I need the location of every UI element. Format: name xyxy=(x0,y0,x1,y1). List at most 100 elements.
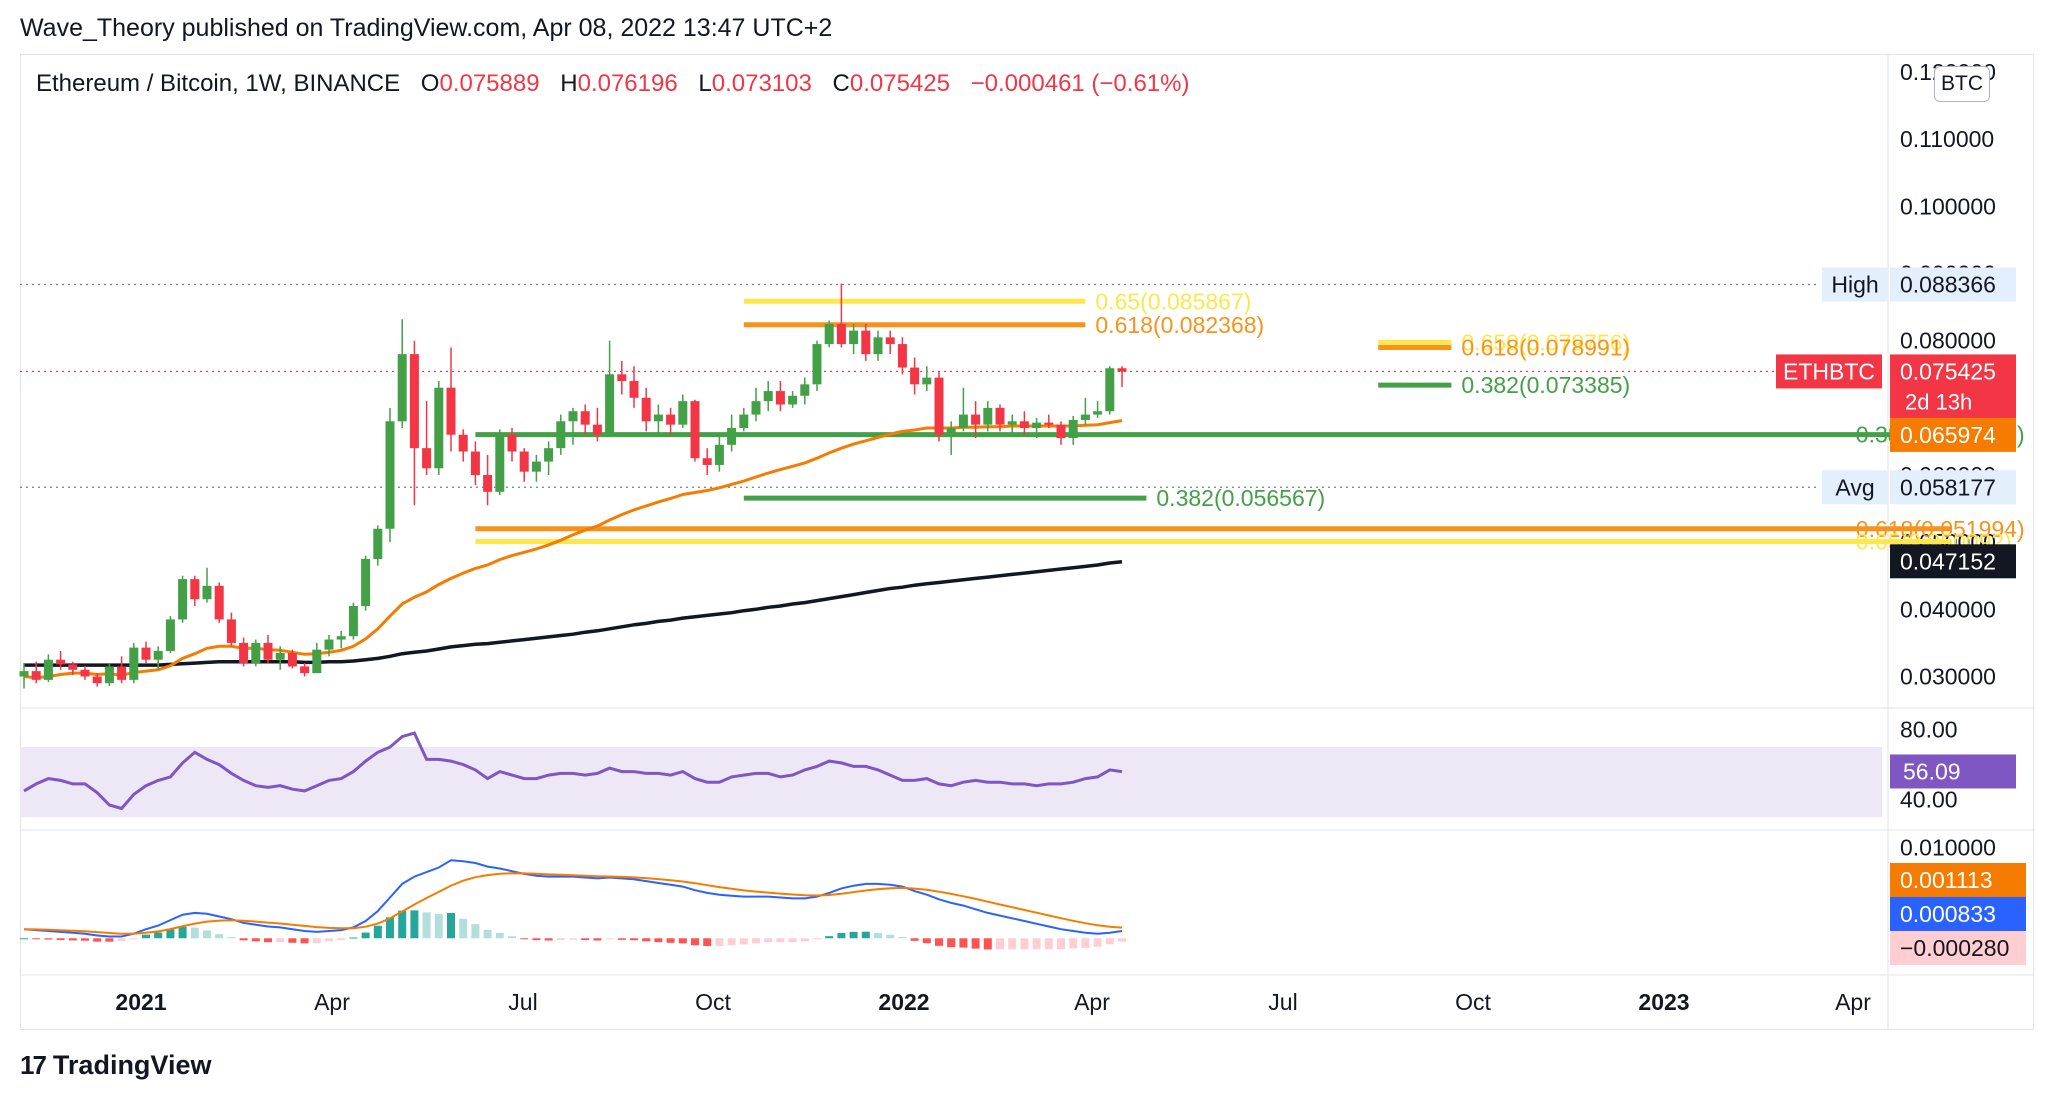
candle-body xyxy=(263,642,273,660)
candle xyxy=(43,654,53,682)
macd-histogram-bar xyxy=(129,938,138,940)
rsi-line xyxy=(23,731,1123,811)
candle-body xyxy=(946,428,956,435)
price-tag-value: 0.047152 xyxy=(1900,548,1996,574)
candle-body xyxy=(178,579,188,620)
macd-histogram-bar xyxy=(910,938,919,941)
fib-level-label: 0.65(0.085867) xyxy=(1095,288,1251,314)
macd-histogram-bar xyxy=(727,938,736,946)
macd-histogram-bar xyxy=(142,934,150,939)
candle xyxy=(104,663,114,686)
candle xyxy=(1019,411,1029,435)
macd-histogram-bar xyxy=(325,938,333,942)
price-tag-box xyxy=(1890,544,2016,579)
candle xyxy=(458,429,468,462)
macd-histogram-bar xyxy=(495,932,504,939)
rsi-value-box xyxy=(1890,754,2016,789)
candle xyxy=(409,340,419,506)
macd-histogram-bar xyxy=(447,912,455,939)
reference-tag-box xyxy=(1822,267,1888,302)
symbol-tag-box xyxy=(1776,354,1882,389)
candle-body xyxy=(251,642,261,664)
macd-histogram-bar xyxy=(349,937,358,939)
candle-body xyxy=(580,411,590,425)
macd-histogram-bar xyxy=(703,938,712,947)
price-tick-label: 0.030000 xyxy=(1900,663,1996,689)
time-axis-label: Apr xyxy=(1074,989,1110,1015)
candle-body xyxy=(922,377,932,385)
candle xyxy=(641,387,651,432)
macd-histogram-bar xyxy=(630,938,638,941)
rsi-value: 56.09 xyxy=(1903,758,1961,784)
fib-level-label: 0.618(0.082368) xyxy=(1095,312,1264,338)
candle xyxy=(312,642,322,674)
candle xyxy=(727,414,737,452)
candle-body xyxy=(1080,414,1090,420)
candle-body xyxy=(483,475,493,492)
fib-level-label: 0.382(0.056567) xyxy=(1156,485,1325,511)
candle-body xyxy=(324,639,334,650)
candle xyxy=(202,567,212,603)
macd-histogram-bar xyxy=(422,912,431,939)
candle-body xyxy=(1032,422,1042,429)
macd-histogram-bar xyxy=(44,938,53,940)
macd-histogram-bar xyxy=(361,932,370,939)
candle xyxy=(434,381,444,476)
candle-body xyxy=(775,391,785,405)
macd-histogram-bar xyxy=(312,938,321,944)
chart-frame[interactable] xyxy=(20,54,2034,1030)
symbol-name[interactable]: Ethereum / Bitcoin, 1W, BINANCE xyxy=(36,70,401,97)
tradingview-brand[interactable]: 17 TradingView xyxy=(20,1050,211,1081)
candle-body xyxy=(592,424,602,435)
candle xyxy=(605,340,615,435)
macd-value-box xyxy=(1890,863,2026,897)
macd-histogram-bar xyxy=(617,938,626,940)
candle xyxy=(531,454,541,482)
time-axis-label: Oct xyxy=(695,989,731,1015)
macd-histogram-bar xyxy=(593,938,602,941)
candle xyxy=(324,634,334,657)
candle-body xyxy=(678,401,688,425)
macd-histogram-bar xyxy=(678,938,687,944)
reference-price: 0.088366 xyxy=(1900,272,1996,298)
candle-body xyxy=(434,387,444,469)
candle xyxy=(31,661,41,684)
candle xyxy=(824,320,834,348)
candle-body xyxy=(531,461,541,472)
candle-body xyxy=(507,434,517,452)
fib-level-label: 0.618(0.078991) xyxy=(1461,334,1630,360)
candle-body xyxy=(739,414,749,429)
candle xyxy=(1080,397,1090,425)
macd-histogram-bar xyxy=(581,938,590,941)
macd-histogram-bar xyxy=(251,938,260,942)
macd-histogram-bar xyxy=(20,938,28,940)
macd-histogram-bar xyxy=(1008,938,1017,950)
macd-histogram-bar xyxy=(300,938,309,944)
candle-body xyxy=(239,642,249,664)
candle-body xyxy=(1044,422,1054,425)
macd-histogram-bar xyxy=(190,927,199,939)
candle-body xyxy=(1007,421,1017,425)
candle-body xyxy=(385,421,395,529)
time-axis-label: Apr xyxy=(1835,989,1871,1015)
candle-body xyxy=(348,605,358,637)
candle-body xyxy=(958,414,968,429)
reference-tag-box xyxy=(1822,470,1888,505)
reference-tag-label: High xyxy=(1831,272,1878,298)
candle-body xyxy=(104,666,114,684)
candle xyxy=(1093,401,1103,418)
macd-histogram-bar xyxy=(56,938,65,941)
macd-histogram-bar xyxy=(544,938,553,941)
candle xyxy=(263,634,273,664)
candle xyxy=(1068,415,1078,445)
currency-button[interactable]: BTC xyxy=(1934,66,1990,102)
candle-body xyxy=(690,401,700,459)
candle xyxy=(836,283,846,348)
macd-histogram-bar xyxy=(776,938,785,943)
candle-body xyxy=(92,676,102,684)
candle xyxy=(336,630,346,649)
candle xyxy=(68,661,78,676)
candle xyxy=(287,649,297,669)
macd-histogram-bar xyxy=(32,938,41,940)
